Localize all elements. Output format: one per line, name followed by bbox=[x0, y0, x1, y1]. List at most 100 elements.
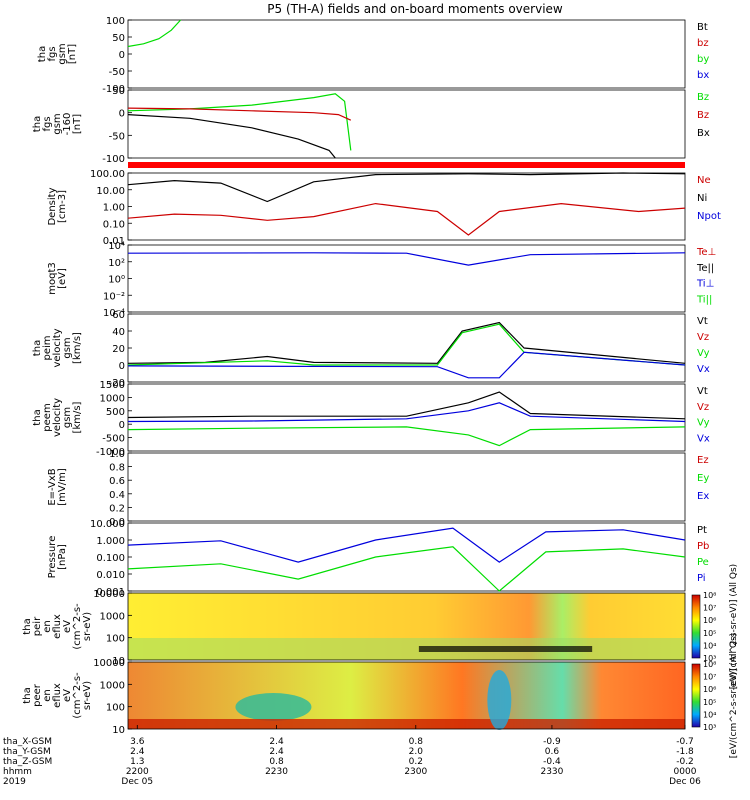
x-axis-value: 0.8 bbox=[409, 737, 424, 747]
panel-4: 10⁴ 10² 10⁰ 10⁻² 10⁻⁴ moqt3 [eV] Te⊥ Te|| Ti⊥ Ti|| bbox=[47, 241, 716, 319]
x-axis-value: 0000 bbox=[674, 767, 697, 777]
legend-entry: by bbox=[697, 54, 709, 65]
colorbar-tick-label: 10⁷ bbox=[703, 673, 716, 682]
series-bx bbox=[127, 114, 336, 159]
y-axis-label: sr-eV) bbox=[82, 612, 93, 641]
legend-entry: Vy bbox=[697, 418, 710, 429]
y-tick-label: 100 bbox=[106, 703, 125, 714]
x-axis-value: 2300 bbox=[404, 767, 427, 777]
colorbar-tick-label: 10⁵ bbox=[703, 698, 716, 707]
colorbar-tick-label: 10³ bbox=[703, 723, 716, 732]
y-tick-label: 1.0 bbox=[109, 449, 125, 460]
y-axis-label: [km/s] bbox=[72, 332, 83, 364]
series-vy bbox=[127, 426, 686, 447]
legend-entry: Ex bbox=[697, 491, 709, 502]
series-ne bbox=[127, 202, 686, 236]
y-tick-label: -50 bbox=[109, 131, 125, 142]
legend-entry: Ne bbox=[697, 175, 711, 186]
panel-3: 100.00 10.00 1.00 0.10 0.01 Density [cm-3] Ne Ni… bbox=[47, 169, 721, 247]
panel-frame bbox=[127, 19, 686, 89]
x-axis-value: -0.4 bbox=[543, 757, 561, 767]
legend-entry: Vz bbox=[697, 402, 709, 413]
x-axis-row-label: 2019 bbox=[3, 777, 26, 787]
y-axis-label: moqt3 bbox=[47, 262, 58, 295]
x-axis-value: 2330 bbox=[540, 767, 563, 777]
x-axis-row-label: hhmm bbox=[3, 767, 32, 777]
y-tick-label: 10000 bbox=[93, 589, 125, 600]
y-tick-label: 10² bbox=[108, 258, 125, 269]
panel-2: 50 0 -50 -100 tha fgs gsm -160 [nT] Bz Bz Bx bbox=[32, 86, 710, 168]
legend-entry: Bz bbox=[697, 92, 709, 103]
legend-entry: Pe bbox=[697, 557, 709, 568]
y-axis-label: tha bbox=[32, 409, 43, 425]
series-vt bbox=[127, 391, 686, 420]
series-pi bbox=[127, 527, 686, 563]
x-axis-row-label: tha_X-GSM bbox=[3, 737, 52, 747]
panel-10: 10⁸ 10⁷ 10⁶ 10⁵ 10⁴ 10³ [eV/(cm^2-s-sr-eV)] (A… bbox=[22, 633, 739, 758]
y-tick-label: 100.00 bbox=[90, 169, 125, 180]
colorbar bbox=[691, 663, 701, 728]
y-axis-label: Pressure bbox=[47, 536, 58, 579]
y-tick-label: 10.00 bbox=[96, 186, 125, 197]
panel-frame bbox=[127, 452, 686, 522]
legend-entry: Vx bbox=[697, 433, 710, 444]
colorbar-tick-label: 10⁷ bbox=[703, 604, 716, 613]
y-tick-label: 0.01 bbox=[103, 236, 125, 247]
y-tick-label: 0.8 bbox=[109, 463, 125, 474]
y-axis-label: tha bbox=[32, 116, 43, 132]
y-tick-label: -100 bbox=[102, 84, 125, 95]
y-tick-label: 1.000 bbox=[96, 536, 125, 547]
legend-entry: Vz bbox=[697, 332, 709, 343]
y-tick-label: 40 bbox=[112, 327, 125, 338]
legend-entry: Vt bbox=[697, 316, 708, 327]
y-tick-label: 10 bbox=[112, 656, 125, 667]
y-axis-label: fgs bbox=[47, 46, 58, 61]
y-axis-label: gsm bbox=[62, 337, 73, 358]
legend-entry: Bt bbox=[697, 22, 708, 33]
y-tick-label: -20 bbox=[109, 378, 125, 389]
y-axis-label: Density bbox=[47, 187, 58, 225]
red-status-bar bbox=[128, 162, 685, 168]
y-tick-label: 10⁴ bbox=[108, 241, 125, 252]
legend-entry: Vx bbox=[697, 364, 710, 375]
panel-frame bbox=[127, 522, 686, 592]
y-axis-label: [km/s] bbox=[72, 401, 83, 433]
y-axis-label: eflux bbox=[52, 614, 63, 639]
colorbar-tick-label: 10⁴ bbox=[703, 641, 716, 650]
y-tick-label: 0 bbox=[119, 109, 125, 120]
y-tick-label: 10⁰ bbox=[108, 275, 125, 286]
low-energy-band bbox=[128, 719, 685, 729]
panel-frame bbox=[127, 383, 686, 452]
y-axis-label: en bbox=[42, 620, 53, 633]
y-axis-label: -160 bbox=[62, 113, 73, 136]
y-axis-label: sr-eV) bbox=[82, 681, 93, 710]
y-axis-label: tha bbox=[22, 687, 33, 703]
x-axis-value: 0.6 bbox=[545, 747, 560, 757]
y-tick-label: 0.10 bbox=[103, 219, 125, 230]
panel-6: 1500 1000 500 0 -500 -1000 tha peem velocity gsm[… bbox=[32, 380, 710, 458]
x-axis-value: -0.2 bbox=[676, 757, 694, 767]
colorbar-tick-label: 10⁵ bbox=[703, 629, 716, 638]
series-pe bbox=[127, 546, 686, 592]
panel-frame bbox=[127, 313, 686, 383]
y-axis-label: E=-VxB bbox=[47, 468, 58, 505]
y-tick-label: 0 bbox=[119, 420, 125, 431]
legend-entry: Pt bbox=[697, 525, 707, 536]
series-by bbox=[127, 19, 182, 48]
legend-entry: Te|| bbox=[696, 263, 714, 274]
legend-entry: Ti|| bbox=[696, 294, 712, 305]
x-axis-value: Dec 05 bbox=[121, 777, 153, 787]
y-axis-label: peem bbox=[42, 403, 53, 431]
x-axis-value: Dec 06 bbox=[669, 777, 701, 787]
panel-9: 10⁸ 10⁷ 10⁶ 10⁵ 10⁴ 10³ [eV/(cm^2-s-sr-eV)] (A… bbox=[22, 564, 739, 689]
y-axis-label: [nT] bbox=[67, 44, 78, 64]
y-tick-label: 0 bbox=[119, 361, 125, 372]
y-tick-label: 50 bbox=[112, 86, 125, 97]
y-axis-label: peim bbox=[42, 335, 53, 360]
series-vy bbox=[127, 323, 686, 366]
x-axis-value: 0.8 bbox=[269, 757, 284, 767]
series-vx bbox=[127, 402, 686, 423]
y-tick-label: 0.001 bbox=[96, 587, 125, 598]
low-energy-band bbox=[128, 638, 685, 660]
panel-frame bbox=[127, 89, 686, 159]
